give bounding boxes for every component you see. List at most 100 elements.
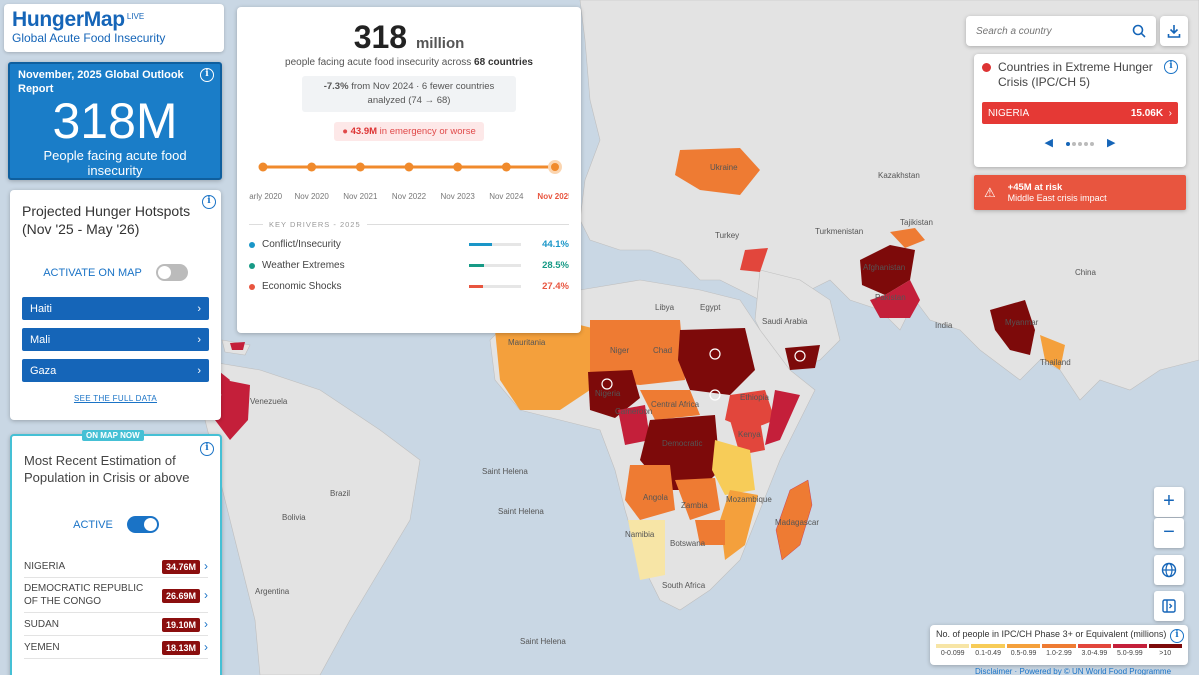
hotspot-mali-button[interactable]: Mali › [22,328,209,351]
timeline-label: Nov 2021 [343,192,378,201]
info-icon[interactable]: i [200,68,214,82]
label-mozambique: Mozambique [726,495,772,504]
summary-sub-text: people facing acute food insecurity acro… [285,57,472,68]
zoom-in-button[interactable]: + [1154,487,1184,517]
namibia-shape[interactable] [628,520,665,580]
page-dot[interactable] [1090,141,1094,146]
label-niger: Niger [610,346,629,355]
country-name: NIGERIA [24,560,66,572]
see-full-data-link[interactable]: SEE THE FULL DATA [73,394,158,403]
on-map-now-badge: ON MAP NOW [82,430,144,441]
map-labels: Ukraine Kazakhstan Turkey Turkmenistan T… [250,163,1096,646]
timeline-point[interactable] [404,162,414,172]
risk-alert-banner[interactable]: ⚠ +45M at risk Middle East crisis impact [974,175,1186,210]
country-value: 18.13M [161,641,200,655]
country-row[interactable]: YEMEN 18.13M › [24,636,208,659]
tajikistan-shape[interactable] [890,228,925,248]
niger-chad-shape[interactable] [590,320,685,385]
country-row[interactable]: DEMOCRATIC REPUBLIC OF THE CONGO 26.69M › [24,578,208,613]
zimbabwe-shape[interactable] [695,520,725,545]
globe-icon [1161,562,1177,578]
page-dot[interactable] [1078,141,1082,146]
label-thailand: Thailand [1040,358,1071,367]
country-name: DEMOCRATIC REPUBLIC OF THE CONGO [24,583,144,607]
info-icon[interactable]: i [200,442,214,456]
nigeria-shape[interactable] [588,370,640,418]
page-dot[interactable] [1066,141,1070,146]
country-search[interactable] [966,16,1156,46]
info-icon[interactable]: i [1164,60,1178,74]
nigeria-marker[interactable] [601,378,613,390]
south-sudan-marker[interactable] [709,389,721,401]
cameroon-shape[interactable] [618,405,650,445]
car-shape[interactable] [640,390,700,420]
brand-header[interactable]: HungerMap LIVE Global Acute Food Insecuri… [4,4,224,52]
mozambique-shape[interactable] [720,490,758,560]
global-outlook-card[interactable]: November, 2025 Global Outlook Report i 3… [8,62,222,180]
timeline-label: Nov 2025 [537,192,569,201]
info-icon[interactable]: i [202,195,216,209]
sidebar-toggle-button[interactable] [1154,591,1184,621]
warning-icon: ⚠ [984,184,996,200]
summary-unit: million [415,35,465,52]
ukraine-shape[interactable] [675,148,760,195]
timeline-chart[interactable]: Early 2020 Nov 2020 Nov 2021 Nov 2022 Nov 20… [244,155,573,205]
timeline-point[interactable] [548,160,562,174]
tanzania-shape[interactable] [712,440,755,495]
extreme-country-button[interactable]: NIGERIA 15.06K › [982,102,1178,124]
zambia-shape[interactable] [675,478,720,520]
driver-name: Conflict/Insecurity [262,239,341,250]
angola-shape[interactable] [625,465,675,520]
next-arrow-icon[interactable]: ▶ [1107,137,1116,149]
timeline-point[interactable] [307,162,317,172]
download-icon [1167,25,1181,38]
label-kazakhstan: Kazakhstan [878,171,920,180]
timeline-point[interactable] [501,162,511,172]
myanmar-shape[interactable] [990,300,1035,355]
pakistan-shape[interactable] [870,280,920,318]
timeline-point[interactable] [453,162,463,172]
page-dots [1065,137,1095,149]
kenya-shape[interactable] [730,420,765,455]
yemen-marker[interactable] [794,350,806,362]
timeline-point[interactable] [258,162,268,172]
brand-name: HungerMap [12,8,125,31]
globe-button[interactable] [1154,555,1184,585]
label-pakistan: Pakistan [875,293,906,302]
summary-countries: 68 countries [474,57,533,68]
timeline-point[interactable] [355,162,365,172]
activate-on-map-toggle[interactable] [155,264,188,281]
syria-shape[interactable] [740,248,768,272]
outlook-title: November, 2025 Global Outlook Report [18,69,184,95]
yemen-shape[interactable] [785,345,820,370]
zoom-out-button[interactable]: − [1154,518,1184,548]
haiti-shape[interactable] [230,342,245,350]
madagascar-land[interactable] [775,479,813,561]
legend-bar [936,644,1182,648]
west-africa-shape[interactable] [495,320,600,410]
laos-shape[interactable] [1040,335,1065,370]
sudan-marker[interactable] [709,348,721,360]
search-icon[interactable] [1132,24,1146,38]
download-button[interactable] [1160,16,1188,46]
driver-name: Economic Shocks [262,281,342,292]
label-mauritania: Mauritania [508,338,546,347]
credit-link[interactable]: Disclaimer · Powered by © UN World Food … [975,667,1172,675]
country-row[interactable]: SUDAN 19.10M › [24,613,208,636]
country-row[interactable]: NIGERIA 34.76M › [24,555,208,578]
hotspot-haiti-button[interactable]: Haiti › [22,297,209,320]
colombia-shape[interactable] [215,380,250,440]
info-icon[interactable]: i [1170,629,1184,643]
hotspot-gaza-button[interactable]: Gaza › [22,359,209,382]
search-input[interactable] [976,25,1116,37]
panel-icon [1162,599,1176,613]
page-dot[interactable] [1084,141,1088,146]
active-toggle[interactable] [126,516,159,533]
activate-on-map-label: ACTIVATE ON MAP [43,266,142,279]
label-drc: Democratic [662,439,702,448]
sudan-shape[interactable] [678,328,755,395]
previous-arrow-icon[interactable]: ◀ [1044,137,1053,149]
page-dot[interactable] [1072,141,1076,146]
afghanistan-shape[interactable] [860,245,915,295]
somalia-shape[interactable] [765,390,800,445]
